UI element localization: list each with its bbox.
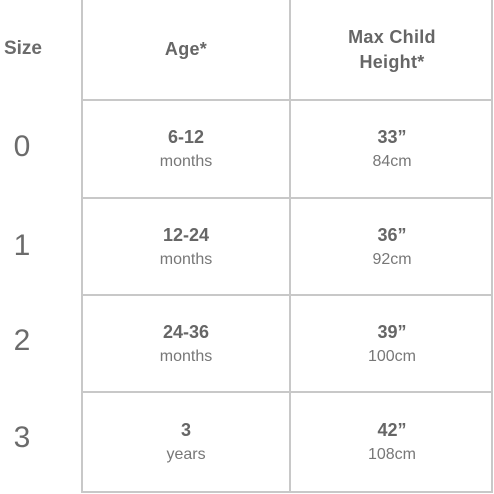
header-age-cell: Age* (83, 0, 289, 99)
size-value-0: 0 (13, 130, 31, 163)
age-unit: months (159, 250, 213, 268)
size-chart-table: Age* Max Child Height* 6-12 months 33” 8… (81, 0, 493, 493)
table-row-age: 6-12 months (83, 101, 289, 197)
table-row-age: 12-24 months (83, 199, 289, 294)
height-cm: 84cm (372, 153, 412, 170)
age-unit: months (159, 347, 213, 365)
height-cm: 108cm (367, 446, 417, 463)
age-unit: years (166, 446, 206, 463)
table-row-height: 36” 92cm (291, 199, 493, 294)
table-row-height: 33” 84cm (291, 101, 493, 197)
age-range: 12-24 (162, 224, 210, 245)
header-age: Age* (164, 39, 208, 59)
column-divider (289, 0, 291, 491)
row-divider (83, 99, 491, 101)
age-unit: months (159, 153, 213, 170)
table-row-height: 39” 100cm (291, 296, 493, 391)
table-row-age: 3 years (83, 393, 289, 491)
height-cm: 92cm (372, 250, 412, 268)
height-inches: 39” (377, 321, 407, 342)
row-divider (83, 294, 491, 296)
size-value-2: 2 (13, 324, 31, 357)
height-inches: 33” (377, 127, 407, 147)
size-column: Size 0 1 2 3 (0, 0, 82, 494)
table-row-age: 24-36 months (83, 296, 289, 391)
age-range: 3 (180, 420, 191, 440)
header-height-cell: Max Child Height* (291, 0, 493, 99)
header-height: Max Child Height* (348, 26, 436, 72)
size-value-1: 1 (13, 229, 31, 262)
age-range: 6-12 (167, 127, 205, 147)
row-divider (83, 197, 491, 199)
size-header: Size (3, 38, 43, 59)
age-range: 24-36 (162, 321, 210, 342)
table-row-height: 42” 108cm (291, 393, 493, 491)
size-value-3: 3 (13, 421, 31, 454)
height-cm: 100cm (367, 347, 417, 365)
height-inches: 36” (377, 224, 407, 245)
height-inches: 42” (377, 420, 407, 440)
row-divider (83, 391, 491, 393)
